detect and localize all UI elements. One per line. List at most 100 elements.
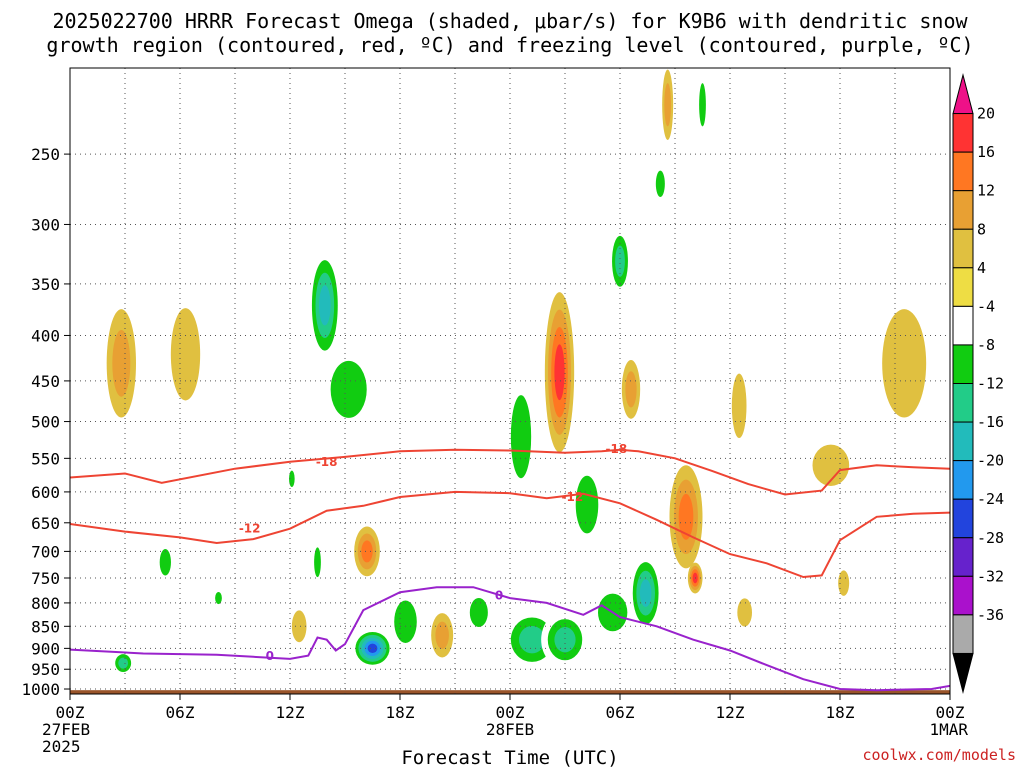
omega-level [330, 360, 367, 418]
x-tick-label: 12Z [716, 703, 745, 722]
omega-level [367, 643, 378, 654]
omega-cell [112, 650, 135, 676]
omega-cell [312, 538, 323, 587]
colorbar-segment [952, 575, 974, 616]
omega-level [699, 83, 706, 127]
colorbar: 20 16 12 8 4 -4 -8 -12 -16 -20 -24 -28 -32 -36 [952, 73, 1004, 694]
omega-level [812, 444, 850, 486]
omega-level [435, 621, 449, 649]
omega-level [678, 493, 694, 540]
omega-level [170, 308, 201, 401]
colorbar-label: -20 [977, 452, 1004, 470]
omega-level [518, 626, 546, 654]
colorbar-label: -16 [977, 413, 1004, 431]
y-tick-label: 700 [31, 542, 60, 561]
omega-cell [662, 69, 674, 140]
colorbar-segment [952, 190, 974, 230]
y-tick-label: 750 [31, 569, 60, 588]
colorbar-segment [952, 614, 974, 654]
y-tick-label: 800 [31, 594, 60, 613]
omega-cell [106, 309, 136, 418]
omega-cell [170, 308, 201, 401]
omega-level [510, 395, 532, 479]
colorbar-segment [952, 267, 974, 307]
colorbar-label: -28 [977, 529, 1004, 547]
colorbar-segment [952, 151, 974, 192]
x-tick-label: 00Z [56, 703, 85, 722]
omega-cell [541, 611, 589, 669]
omega-level [554, 344, 565, 401]
colorbar-label: -24 [977, 490, 1004, 508]
colorbar-label: -32 [977, 567, 1004, 585]
contour-label: -12 [239, 522, 261, 536]
y-tick-label: 400 [31, 326, 60, 345]
x-tick-label: 18Z [386, 703, 415, 722]
omega-level [319, 285, 331, 326]
x-tick-label: 00Z [936, 703, 965, 722]
y-tick-label: 850 [31, 617, 60, 636]
x-tick-label: 06Z [606, 703, 635, 722]
omega-shading [106, 69, 927, 676]
terrain-fill [70, 690, 950, 694]
y-axis-ticks: 250 300 350 400 450 500 550 600 650 700 750 800 850 9… [21, 145, 70, 699]
omega-level [664, 83, 672, 127]
colorbar-segment [952, 344, 974, 384]
contour--12 [70, 490, 950, 579]
credit-text: coolwx.com/models [862, 746, 1016, 764]
omega-level [655, 170, 665, 198]
colorbar-label: -4 [977, 297, 995, 315]
colorbar-label: 12 [977, 182, 995, 200]
y-tick-label: 900 [31, 639, 60, 658]
contour-label: 0 [266, 649, 274, 663]
omega-cell [653, 162, 668, 206]
omega-cell [319, 343, 378, 436]
x-tick-label: 1MAR [929, 720, 968, 739]
colorbar-segment [952, 537, 974, 577]
contour-label: -12 [561, 490, 583, 504]
omega-level [215, 592, 222, 605]
omega-cell [291, 610, 307, 643]
omega-level [731, 373, 747, 439]
colorbar-label: 16 [977, 143, 995, 161]
omega-cell [669, 465, 703, 569]
omega-cell [387, 587, 424, 657]
omega-level [118, 657, 129, 669]
y-tick-label: 300 [31, 215, 60, 234]
x-tick-label: 18Z [826, 703, 855, 722]
colorbar-segment [952, 113, 974, 153]
colorbar-label: 20 [977, 105, 995, 123]
omega-level [615, 245, 625, 277]
x-tick-label: 28FEB [486, 720, 534, 739]
colorbar-segment [952, 305, 974, 346]
omega-cell [838, 570, 850, 596]
omega-cell [287, 465, 297, 493]
colorbar-segment [952, 652, 974, 694]
chart-title-line-1: 2025022700 HRRR Forecast Omega (shaded, … [52, 9, 968, 33]
y-tick-label: 950 [31, 660, 60, 679]
y-tick-label: 350 [31, 275, 60, 294]
terrain-band [70, 690, 950, 694]
y-tick-label: 550 [31, 449, 60, 468]
omega-cell [213, 588, 224, 608]
colorbar-label: -36 [977, 606, 1004, 624]
omega-cell [882, 309, 927, 418]
omega-level [554, 627, 576, 653]
contour-label: -18 [316, 455, 338, 469]
y-tick-label: 250 [31, 145, 60, 164]
colorbar-label: 8 [977, 220, 986, 238]
omega-cell [697, 69, 708, 140]
x-axis-label: Forecast Time (UTC) [401, 747, 618, 768]
omega-cell [621, 359, 641, 419]
x-tick-label: 00Z [496, 703, 525, 722]
y-tick-label: 600 [31, 483, 60, 502]
x-tick-label: 27FEB [42, 720, 90, 739]
y-tick-label: 1000 [21, 680, 60, 699]
omega-level [469, 597, 488, 627]
omega-cell [629, 553, 663, 633]
omega-level [159, 549, 171, 576]
omega-cell [464, 588, 494, 636]
omega-level [361, 540, 373, 563]
x-tick-label: 06Z [166, 703, 195, 722]
omega-cell [431, 613, 454, 658]
omega-level [639, 579, 652, 607]
